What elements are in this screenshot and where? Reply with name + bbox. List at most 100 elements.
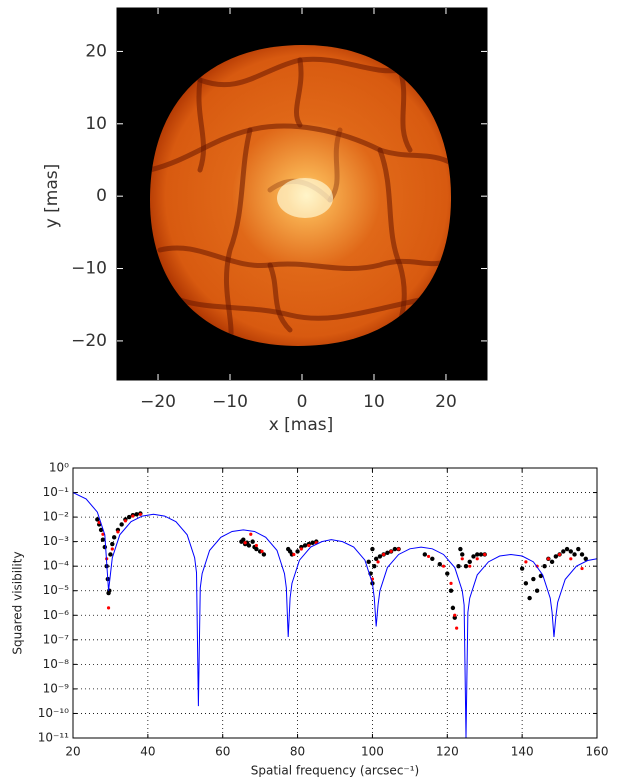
data-point bbox=[110, 547, 114, 551]
y-tick-label: 10⁻² bbox=[43, 510, 70, 524]
data-point bbox=[119, 522, 124, 527]
x-tick-label: 20 bbox=[435, 392, 457, 412]
data-point bbox=[101, 532, 105, 536]
data-point bbox=[95, 517, 100, 522]
y-tick-label: 10⁰ bbox=[49, 461, 69, 475]
data-point bbox=[241, 537, 246, 542]
model-curve bbox=[72, 492, 598, 739]
data-point bbox=[579, 552, 585, 557]
data-point bbox=[475, 557, 479, 561]
data-point bbox=[243, 541, 247, 545]
y-tick-label: 10⁻⁷ bbox=[43, 632, 70, 646]
data-point bbox=[307, 543, 311, 548]
data-point bbox=[249, 532, 253, 536]
data-point bbox=[426, 554, 431, 559]
data-point bbox=[250, 539, 255, 544]
data-point bbox=[254, 543, 258, 548]
x-tick-label: 0 bbox=[297, 392, 308, 412]
y-axis-label: Squared visibility bbox=[11, 551, 25, 654]
data-point bbox=[471, 554, 476, 559]
data-point bbox=[569, 557, 573, 561]
y-tick-label: 10⁻¹¹ bbox=[38, 731, 69, 745]
data-point bbox=[460, 552, 465, 557]
data-point bbox=[134, 512, 139, 517]
data-point bbox=[260, 549, 264, 554]
data-point bbox=[126, 514, 132, 520]
data-point bbox=[542, 563, 547, 569]
data-point bbox=[546, 557, 550, 561]
y-tick-label: 10⁻¹ bbox=[43, 485, 70, 499]
data-point bbox=[557, 552, 562, 557]
bright-spot bbox=[277, 178, 333, 218]
data-point bbox=[366, 559, 371, 565]
data-point bbox=[254, 546, 259, 552]
data-point bbox=[131, 514, 135, 518]
data-point bbox=[538, 573, 544, 579]
visibility-panel: Spatial frequency (arcsec⁻¹) Squared vis… bbox=[11, 461, 609, 778]
y-tick-label: 10⁻⁶ bbox=[43, 608, 70, 622]
x-tick-label: −20 bbox=[140, 392, 176, 412]
y-tick-label: −20 bbox=[71, 331, 107, 351]
data-point bbox=[561, 549, 566, 554]
data-point bbox=[468, 564, 472, 568]
data-point bbox=[572, 552, 577, 557]
data-point bbox=[437, 562, 442, 567]
data-point bbox=[422, 552, 428, 557]
data-point bbox=[389, 549, 393, 554]
x-tick-label: 20 bbox=[65, 745, 80, 759]
data-point bbox=[106, 606, 111, 610]
data-point bbox=[564, 546, 570, 552]
data-point bbox=[445, 571, 450, 576]
data-point bbox=[98, 527, 104, 533]
y-tick-label: 10⁻⁸ bbox=[43, 657, 70, 671]
y-tick-label: 20 bbox=[85, 41, 107, 61]
data-point bbox=[534, 588, 540, 593]
data-point bbox=[111, 535, 117, 540]
plot-area bbox=[73, 468, 597, 738]
data-point bbox=[310, 540, 315, 545]
data-point bbox=[580, 566, 584, 571]
data-point bbox=[108, 552, 113, 557]
data-point bbox=[292, 552, 296, 557]
data-point bbox=[450, 605, 456, 611]
data-point bbox=[458, 546, 463, 552]
x-axis-label: Spatial frequency (arcsec⁻¹) bbox=[251, 764, 420, 778]
data-point bbox=[246, 543, 252, 548]
data-point bbox=[475, 552, 480, 557]
x-tick-label: 10 bbox=[363, 392, 385, 412]
y-tick-label: 10 bbox=[85, 114, 107, 134]
y-tick-label: 10⁻¹⁰ bbox=[38, 706, 69, 720]
data-point bbox=[523, 581, 529, 586]
x-axis-label: x [mas] bbox=[269, 415, 334, 435]
data-point bbox=[138, 512, 142, 516]
data-point bbox=[568, 549, 573, 554]
data-point bbox=[261, 552, 267, 557]
y-tick-label: 10⁻⁹ bbox=[43, 681, 70, 695]
granulation bbox=[150, 56, 452, 346]
plot-marks bbox=[72, 492, 598, 739]
y-axis-label: y [mas] bbox=[42, 164, 62, 229]
y-tick-label: 0 bbox=[96, 186, 107, 206]
data-point bbox=[524, 560, 528, 564]
data-point bbox=[456, 563, 461, 569]
y-tick-label: −10 bbox=[71, 259, 107, 279]
data-point bbox=[453, 613, 457, 617]
data-point bbox=[448, 588, 454, 593]
data-point bbox=[553, 554, 559, 559]
axes-frame bbox=[72, 467, 598, 739]
data-point bbox=[302, 543, 308, 548]
data-point bbox=[463, 563, 469, 569]
data-point bbox=[531, 576, 536, 582]
data-point bbox=[123, 519, 127, 523]
data-point bbox=[527, 595, 532, 601]
x-tick-label: 40 bbox=[140, 745, 155, 759]
data-point bbox=[376, 560, 380, 564]
data-point bbox=[373, 556, 379, 561]
data-point bbox=[478, 552, 484, 557]
data-point bbox=[382, 552, 386, 557]
data-point bbox=[576, 546, 581, 552]
data-point bbox=[116, 530, 120, 534]
x-tick-label: 140 bbox=[511, 745, 534, 759]
x-tick-label: 120 bbox=[436, 745, 459, 759]
